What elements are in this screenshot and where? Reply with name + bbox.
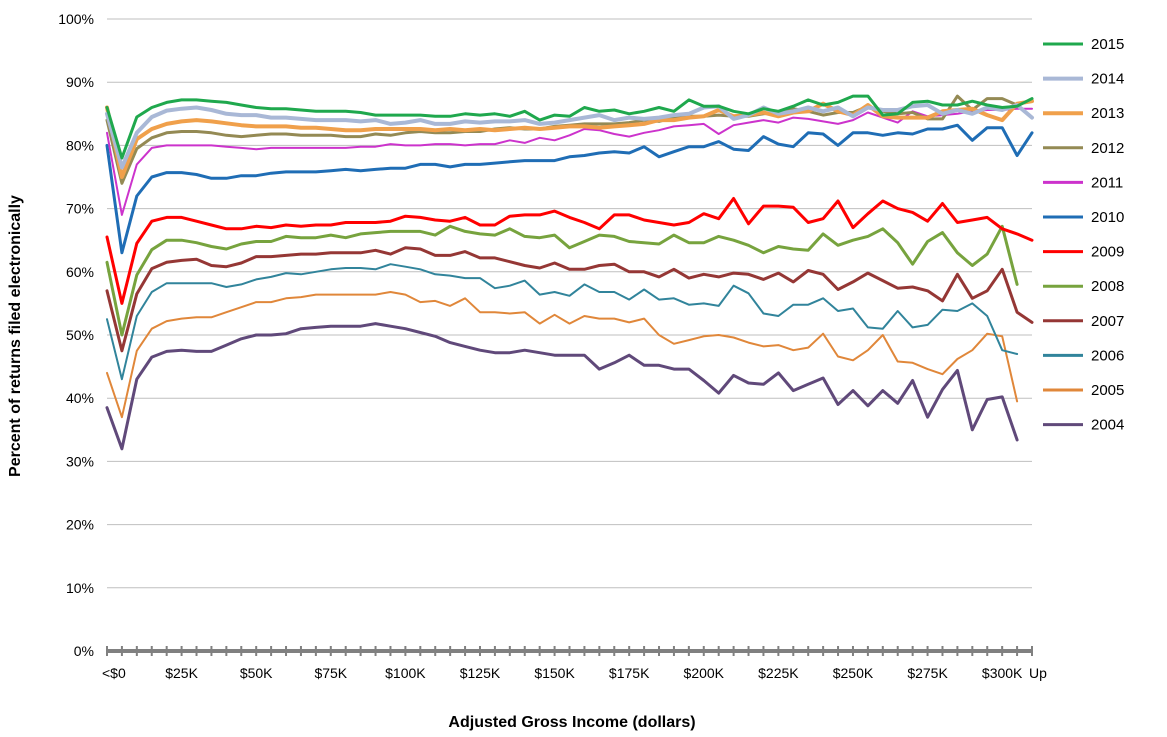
series-line-2007 xyxy=(105,246,1034,353)
x-tick-label: $125K xyxy=(460,665,501,681)
y-tick-label: 60% xyxy=(66,264,94,280)
x-tick-label: $175K xyxy=(609,665,650,681)
legend-label-2007: 2007 xyxy=(1091,313,1124,330)
x-tick-label: $25K xyxy=(165,665,198,681)
legend-label-2011: 2011 xyxy=(1091,174,1123,191)
legend-label-2012: 2012 xyxy=(1091,140,1124,157)
y-axis: 0% 10% 20% 30% 40% 50% 60% 70% 80% 90% 100% xyxy=(58,11,94,659)
legend-label-2014: 2014 xyxy=(1091,71,1124,88)
x-tick-label: $275K xyxy=(907,665,948,681)
y-tick-label: 30% xyxy=(66,453,94,469)
legend-label-2008: 2008 xyxy=(1091,278,1124,295)
x-tick-label: $100K xyxy=(385,665,426,681)
x-tick-label: $250K xyxy=(833,665,874,681)
legend: 2015 2014 2013 2012 2011 2010 2009 2008 2007 2006… xyxy=(1043,36,1124,434)
legend-label-2013: 2013 xyxy=(1091,105,1124,122)
x-axis-title: Adjusted Gross Income (dollars) xyxy=(448,714,695,731)
series-line-2015 xyxy=(105,94,1034,160)
y-tick-label: 10% xyxy=(66,580,94,596)
legend-label-2005: 2005 xyxy=(1091,382,1124,399)
x-tick-label: $200K xyxy=(684,665,725,681)
series-line-2013 xyxy=(105,99,1034,179)
x-tick-label: $75K xyxy=(314,665,347,681)
series-line-2004 xyxy=(105,322,1019,451)
y-tick-label: 100% xyxy=(58,11,94,27)
legend-label-2010: 2010 xyxy=(1091,209,1124,226)
y-tick-label: 0% xyxy=(74,643,94,659)
x-tick-label: $225K xyxy=(758,665,799,681)
y-tick-label: 70% xyxy=(66,201,94,217)
legend-label-2015: 2015 xyxy=(1091,36,1124,53)
x-tick-label: Up xyxy=(1029,665,1047,681)
x-tick-label: $300K xyxy=(982,665,1023,681)
x-tick-label: <$0 xyxy=(102,665,126,681)
y-tick-label: 20% xyxy=(66,517,94,533)
series-line-2010 xyxy=(105,123,1034,255)
gridlines xyxy=(107,18,1032,589)
y-tick-label: 80% xyxy=(66,137,94,153)
series-line-2005 xyxy=(106,291,1019,419)
series-line-2008 xyxy=(105,224,1019,337)
y-tick-label: 90% xyxy=(66,74,94,90)
y-tick-label: 40% xyxy=(66,390,94,406)
x-tick-label: $150K xyxy=(534,665,575,681)
y-axis-title: Percent of returns filed electronically xyxy=(7,195,24,477)
legend-label-2006: 2006 xyxy=(1091,347,1124,364)
series-line-2006 xyxy=(106,263,1019,381)
series-lines xyxy=(105,94,1034,451)
series-line-2009 xyxy=(105,197,1034,305)
x-axis: <$0 $25K $50K $75K $100K $125K $150K $175K $200K… xyxy=(102,646,1047,681)
y-tick-label: 50% xyxy=(66,327,94,343)
x-tick-label: $50K xyxy=(240,665,273,681)
legend-label-2004: 2004 xyxy=(1091,417,1124,434)
series-line-2011 xyxy=(106,107,1033,216)
legend-label-2009: 2009 xyxy=(1091,244,1124,261)
